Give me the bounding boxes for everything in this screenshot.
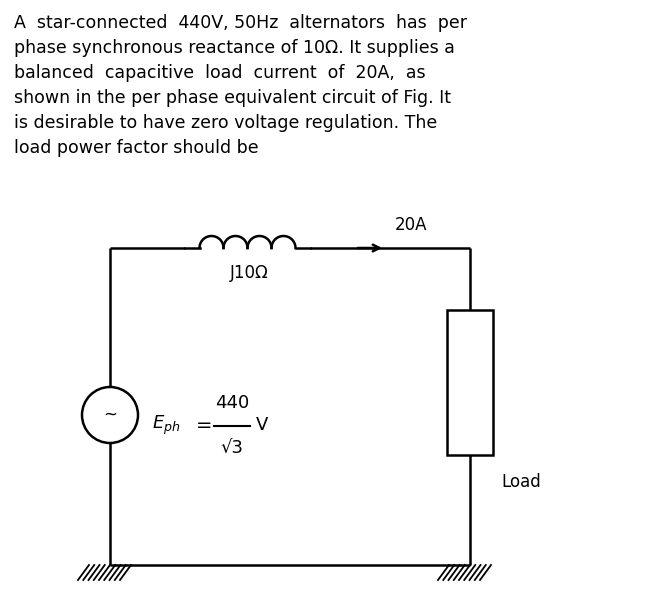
- Text: $E_{ph}$: $E_{ph}$: [152, 413, 181, 437]
- Text: 20A: 20A: [395, 216, 428, 234]
- Text: √3: √3: [221, 439, 243, 457]
- Text: load power factor should be: load power factor should be: [14, 139, 259, 157]
- Text: phase synchronous reactance of 10Ω. It supplies a: phase synchronous reactance of 10Ω. It s…: [14, 39, 455, 57]
- Text: 440: 440: [215, 394, 249, 412]
- Text: ~: ~: [103, 406, 117, 424]
- Text: balanced  capacitive  load  current  of  20A,  as: balanced capacitive load current of 20A,…: [14, 64, 426, 82]
- Text: shown in the per phase equivalent circuit of Fig. It: shown in the per phase equivalent circui…: [14, 89, 451, 107]
- Text: is desirable to have zero voltage regulation. The: is desirable to have zero voltage regula…: [14, 114, 438, 132]
- Text: A  star-connected  440V, 50Hz  alternators  has  per: A star-connected 440V, 50Hz alternators …: [14, 14, 467, 32]
- Text: J10Ω: J10Ω: [229, 264, 268, 282]
- Bar: [447, 310, 493, 455]
- Text: V: V: [256, 416, 268, 434]
- Text: Load: Load: [501, 473, 541, 491]
- Text: =: =: [196, 416, 213, 435]
